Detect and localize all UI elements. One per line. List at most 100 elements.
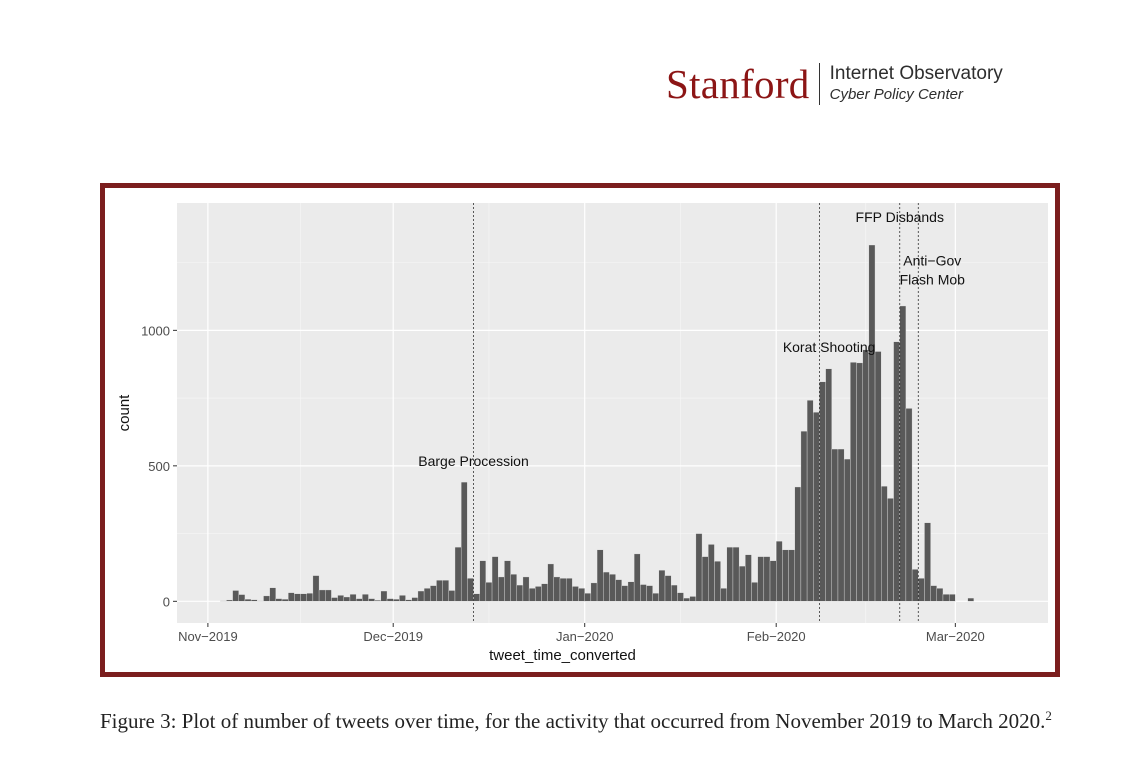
histogram-bar	[485, 582, 493, 602]
histogram-bar	[306, 593, 314, 602]
histogram-bar	[751, 582, 758, 602]
histogram-bar	[843, 458, 851, 602]
histogram-bar	[269, 587, 277, 602]
histogram-bar	[559, 578, 567, 602]
x-tick-label: Dec−2019	[363, 629, 423, 644]
histogram-bar	[720, 588, 727, 602]
logo-text-block: Internet Observatory Cyber Policy Center	[830, 63, 1003, 105]
x-tick-label: Mar−2020	[926, 629, 985, 644]
histogram-bar	[281, 598, 289, 602]
histogram-bar	[658, 569, 666, 602]
histogram-bar	[294, 593, 301, 602]
histogram-bar	[893, 341, 900, 602]
histogram-bar	[862, 349, 870, 602]
y-tick-label: 500	[148, 459, 170, 474]
histogram-bar	[887, 498, 894, 602]
histogram-bar	[689, 596, 697, 602]
event-label: FFP Disbands	[856, 209, 944, 225]
histogram-bar	[695, 533, 703, 602]
histogram-bar	[510, 574, 517, 602]
histogram-bar	[331, 597, 338, 602]
histogram-bar	[788, 549, 795, 602]
histogram-bar	[417, 590, 425, 602]
histogram-bar	[399, 595, 406, 602]
histogram-bar	[405, 599, 412, 602]
histogram-bar	[454, 546, 462, 602]
histogram-bar	[590, 582, 598, 602]
histogram-bar	[393, 598, 400, 602]
histogram-bar	[874, 351, 882, 602]
histogram-bar	[633, 553, 641, 602]
histogram-bar	[318, 589, 326, 602]
histogram-bar	[238, 594, 246, 602]
figure-caption: Figure 3: Plot of number of tweets over …	[100, 702, 1060, 735]
y-axis-title: count	[116, 394, 133, 432]
histogram-bar	[479, 560, 487, 602]
figure-frame: Barge Procession Korat Shooting FFP Disban…	[100, 183, 1060, 677]
histogram-bar	[930, 585, 937, 602]
histogram-bar	[263, 595, 270, 602]
histogram-bar	[627, 581, 635, 602]
histogram-bar	[726, 546, 734, 602]
histogram-bar	[380, 590, 388, 602]
histogram-bar	[732, 546, 740, 602]
tweet-histogram: Barge Procession Korat Shooting FFP Disban…	[116, 203, 1048, 664]
histogram-bar	[806, 400, 814, 602]
histogram-bar	[386, 598, 394, 602]
histogram-bar	[448, 590, 456, 602]
histogram-bar	[615, 579, 622, 602]
histogram-bar	[504, 560, 511, 602]
histogram-bar	[596, 549, 604, 602]
histogram-bar	[355, 598, 363, 602]
histogram-bar	[547, 563, 554, 602]
histogram-bar	[374, 600, 382, 602]
histogram-bar	[325, 589, 332, 602]
histogram-bar	[936, 588, 944, 602]
histogram-bar	[368, 598, 375, 602]
histogram-bar	[924, 522, 931, 602]
histogram-bar	[918, 578, 925, 602]
histogram-bar	[565, 578, 573, 602]
histogram-bar	[837, 448, 845, 602]
histogram-bar	[899, 305, 907, 602]
histogram-bar	[714, 561, 721, 602]
histogram-bar	[250, 599, 258, 602]
logo-wordmark: Stanford	[666, 60, 810, 107]
histogram-bar	[905, 408, 913, 602]
caption-text: Figure 3: Plot of number of tweets over …	[100, 709, 1046, 733]
histogram-bar	[708, 544, 715, 602]
logo-divider	[818, 63, 820, 105]
histogram-bar	[776, 540, 783, 602]
histogram-bar	[226, 599, 233, 602]
histogram-bar	[850, 362, 857, 602]
histogram-bar	[312, 575, 320, 602]
histogram-bar	[516, 584, 524, 602]
histogram-bar	[868, 244, 876, 602]
histogram-bar	[349, 594, 357, 602]
histogram-bar	[411, 597, 419, 602]
histogram-bar	[683, 597, 690, 602]
histogram-bar	[491, 556, 499, 602]
histogram-bar	[498, 576, 505, 602]
histogram-bar	[572, 586, 579, 602]
y-tick-label: 1000	[141, 323, 170, 338]
histogram-bar	[541, 583, 548, 602]
histogram-bar	[436, 580, 443, 602]
histogram-bar	[603, 571, 610, 602]
histogram-bar	[473, 593, 480, 602]
histogram-bar	[609, 574, 616, 602]
histogram-bar	[948, 594, 956, 602]
histogram-bar	[819, 381, 826, 602]
event-label: Barge Procession	[418, 453, 529, 469]
histogram-bar	[288, 592, 295, 602]
histogram-bar	[244, 598, 252, 602]
histogram-bar	[664, 575, 672, 602]
histogram-bar	[578, 588, 585, 602]
histogram-bar	[745, 554, 752, 602]
logo-org-name: Internet Observatory	[829, 63, 1003, 84]
histogram-bar	[646, 585, 653, 602]
histogram-bar	[522, 576, 530, 602]
histogram-bar	[220, 600, 227, 602]
x-tick-label: Jan−2020	[556, 629, 613, 644]
event-label: Flash Mob	[900, 271, 966, 287]
